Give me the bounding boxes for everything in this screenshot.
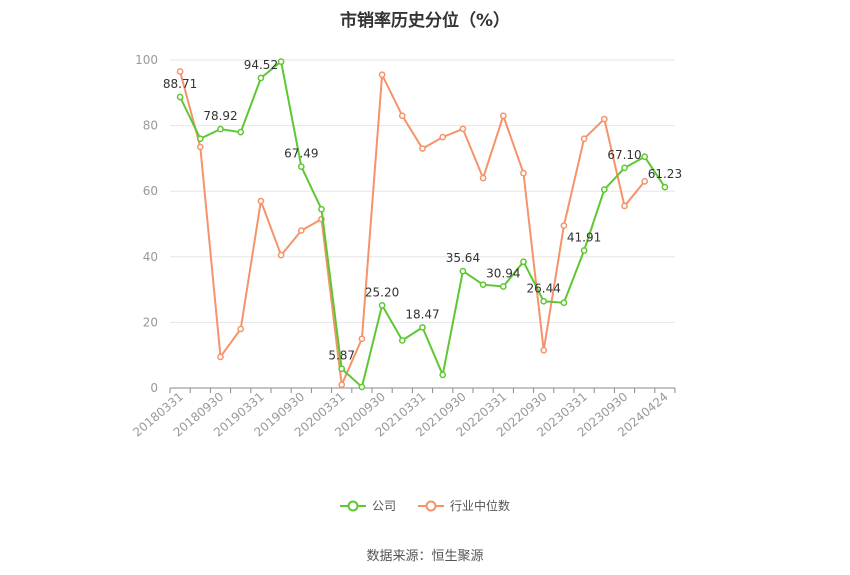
- data-label: 88.71: [163, 77, 197, 91]
- legend-industry-label: 行业中位数: [450, 499, 511, 513]
- y-tick-labels: 0 20 40 60 80 100: [135, 53, 158, 395]
- y-tick-label: 100: [135, 53, 158, 67]
- data-label: 25.20: [365, 285, 399, 299]
- series-lines: [176, 58, 669, 391]
- legend-company-label: 公司: [371, 499, 396, 513]
- data-point: [176, 93, 184, 101]
- legend-item-industry[interactable]: 行业中位数: [418, 497, 510, 514]
- data-point: [419, 145, 426, 152]
- source-note: 数据来源：恒生聚源: [366, 549, 484, 564]
- data-point: [540, 297, 548, 305]
- data-point: [641, 153, 649, 161]
- data-point: [600, 186, 608, 193]
- data-point: [641, 178, 649, 185]
- data-point: [398, 112, 406, 120]
- data-point: [439, 133, 447, 141]
- y-tick-label: 40: [143, 250, 158, 264]
- data-point: [338, 381, 346, 389]
- data-point: [338, 365, 346, 373]
- data-label: 35.64: [446, 251, 480, 265]
- data-point: [499, 283, 507, 290]
- data-label: 67.10: [607, 148, 641, 162]
- data-point: [479, 174, 487, 182]
- y-tick-label: 20: [143, 315, 158, 329]
- grid-lines: [170, 59, 675, 323]
- data-point: [358, 335, 366, 343]
- data-label: 18.47: [405, 307, 439, 321]
- data-point: [196, 135, 204, 143]
- data-point: [237, 325, 245, 333]
- data-point: [540, 346, 548, 354]
- data-point: [196, 143, 204, 151]
- data-label: 67.49: [284, 147, 318, 161]
- legend-industry-symbol: [418, 500, 444, 511]
- data-point: [580, 247, 588, 254]
- data-point: [277, 251, 285, 259]
- data-point: [237, 128, 245, 136]
- data-point: [621, 164, 628, 172]
- data-point: [419, 324, 426, 331]
- data-point: [318, 205, 325, 213]
- data-point: [217, 353, 224, 361]
- data-label: 5.87: [328, 349, 355, 363]
- data-point: [297, 163, 305, 170]
- data-point: [580, 135, 588, 143]
- data-point: [297, 227, 305, 234]
- data-point: [257, 74, 265, 82]
- data-label: 78.92: [203, 109, 237, 123]
- series-industry-median: [176, 68, 649, 389]
- data-point: [378, 71, 386, 79]
- data-label: 94.52: [244, 58, 278, 72]
- data-point: [398, 337, 406, 344]
- chart-title: 市销率历史分位（%）: [339, 11, 511, 31]
- data-point: [520, 169, 527, 177]
- data-point: [479, 281, 487, 289]
- data-point: [600, 115, 608, 123]
- data-point: [560, 299, 568, 307]
- data-point: [459, 267, 467, 275]
- legend: 公司 行业中位数: [0, 497, 850, 514]
- series-line: [179, 71, 646, 389]
- data-label: 26.44: [527, 281, 561, 295]
- data-point: [499, 112, 507, 120]
- data-point: [560, 222, 568, 229]
- data-label: 61.23: [648, 167, 682, 181]
- x-axis: 2018033120180930201903312019093020200331…: [130, 387, 676, 440]
- data-point: [439, 371, 447, 379]
- data-point: [277, 58, 285, 65]
- y-tick-label: 80: [143, 119, 158, 133]
- legend-item-company[interactable]: 公司: [339, 497, 396, 514]
- data-point: [176, 68, 184, 75]
- data-point: [378, 301, 386, 309]
- data-point: [257, 197, 265, 205]
- series-line: [179, 59, 666, 389]
- series-company: [176, 58, 669, 391]
- data-point: [217, 125, 224, 133]
- data-point: [520, 258, 527, 266]
- data-labels: 88.71 78.92 94.52 67.49 5.87 25.20 18.47 35.64 3…: [163, 58, 682, 363]
- y-tick-label: 60: [143, 184, 158, 198]
- data-label: 30.94: [486, 267, 520, 281]
- data-point: [661, 183, 669, 191]
- y-tick-label: 0: [150, 381, 158, 395]
- data-point: [459, 125, 467, 133]
- legend-company-symbol: [339, 500, 366, 511]
- data-point: [358, 383, 366, 391]
- data-label: 41.91: [567, 231, 601, 245]
- data-point: [621, 202, 628, 210]
